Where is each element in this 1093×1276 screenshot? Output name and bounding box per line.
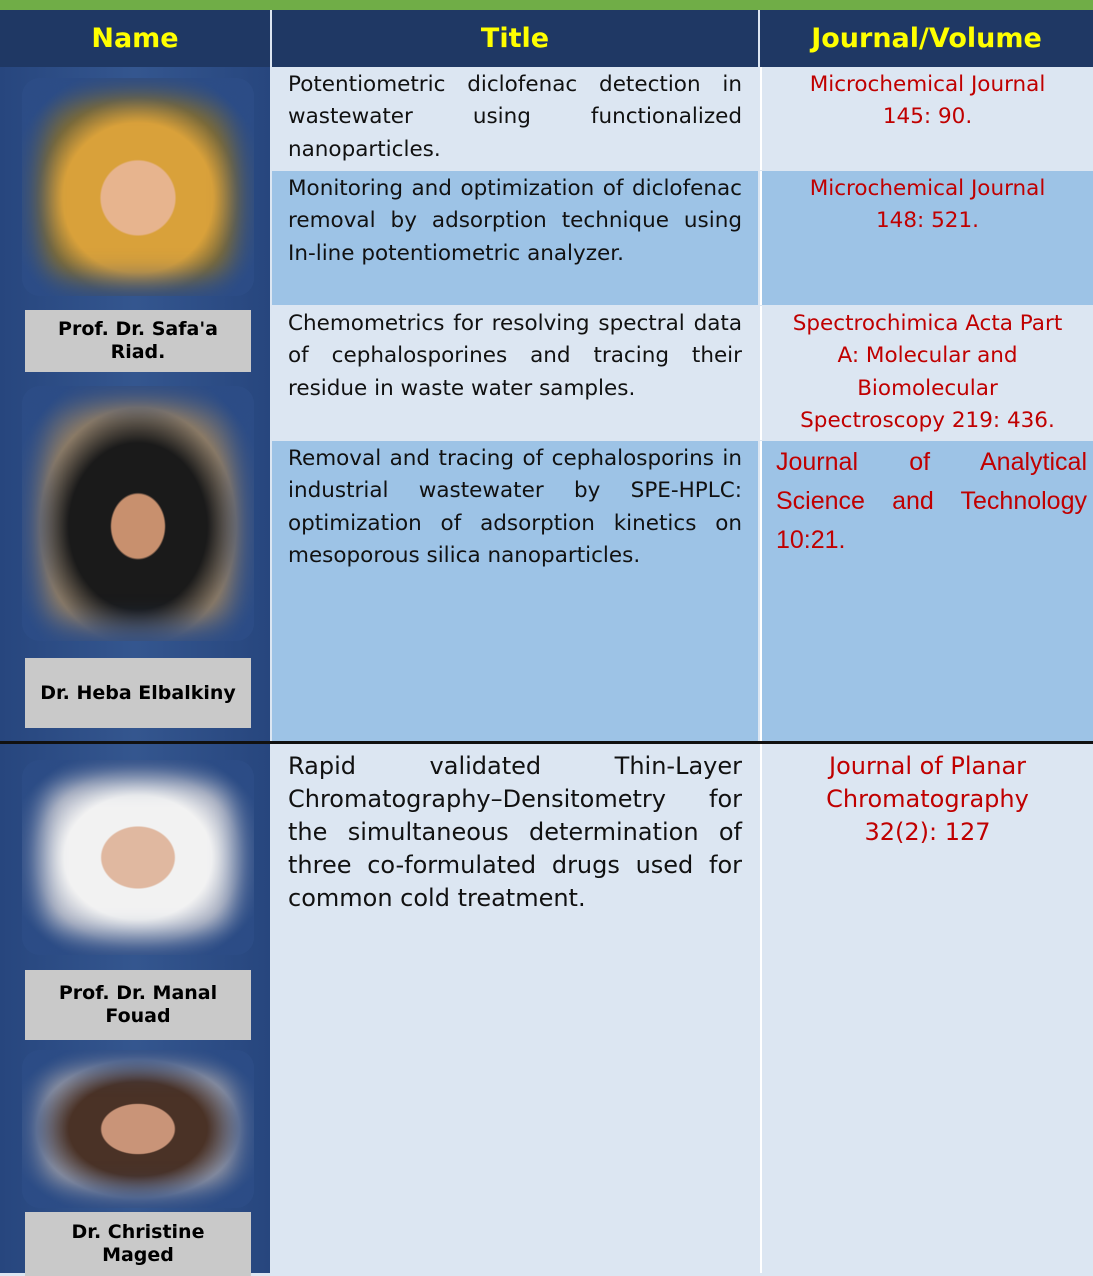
- photo: [22, 386, 254, 641]
- title-cell: Removal and tracing of cephalosporins in…: [272, 441, 758, 742]
- author-name: Dr. Christine Maged: [25, 1212, 251, 1276]
- header-cell: Title: [272, 10, 758, 67]
- header-cell: Journal/Volume: [760, 10, 1093, 67]
- title-cell: Rapid validated Thin-Layer Chromatograph…: [272, 744, 758, 1273]
- photo: [22, 760, 254, 955]
- title-cell: Monitoring and optimization of diclofena…: [272, 171, 758, 305]
- author-name: Prof. Dr. Manal Fouad: [25, 970, 251, 1040]
- author-name: Prof. Dr. Safa'a Riad.: [25, 310, 251, 372]
- journal-cell: Journal of Planar Chromatography 32(2): …: [760, 744, 1093, 1273]
- top-bar: [0, 0, 1093, 10]
- journal-cell: Microchemical Journal 145: 90.: [760, 67, 1093, 170]
- header-cell: Name: [0, 10, 270, 67]
- photo: [22, 78, 254, 296]
- title-cell: Potentiometric diclofenac detection in w…: [272, 67, 758, 170]
- journal-cell: Microchemical Journal 148: 521.: [760, 171, 1093, 305]
- title-cell: Chemometrics for resolving spectral data…: [272, 306, 758, 440]
- journal-cell: Spectrochimica Acta Part A: Molecular an…: [760, 306, 1093, 440]
- photo: [22, 1050, 254, 1208]
- journal-cell: Journal of Analytical Science and Techno…: [760, 441, 1093, 742]
- divider: [0, 741, 1093, 744]
- author-name: Dr. Heba Elbalkiny: [25, 658, 251, 728]
